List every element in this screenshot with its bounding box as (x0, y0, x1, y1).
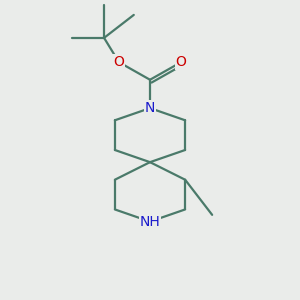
Text: NH: NH (140, 214, 160, 229)
Text: O: O (176, 55, 187, 69)
Text: N: N (145, 101, 155, 115)
Text: O: O (113, 55, 124, 69)
